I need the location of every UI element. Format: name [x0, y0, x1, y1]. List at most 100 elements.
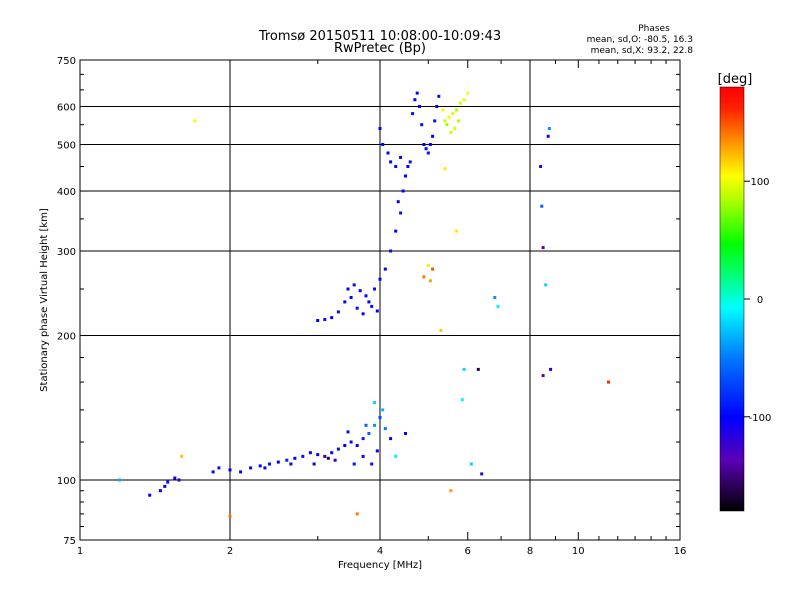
echo-point: [455, 108, 459, 112]
stats-heading: Phases: [638, 24, 670, 34]
echo-point: [493, 296, 497, 299]
echo-point: [343, 444, 347, 447]
echo-point: [312, 462, 316, 466]
echo-point: [289, 462, 293, 466]
echo-point: [148, 493, 152, 497]
y-tick-label: 100: [57, 476, 76, 487]
y-tick-label: 750: [57, 56, 76, 67]
echo-point: [166, 480, 170, 484]
echo-point: [330, 316, 334, 320]
echo-point: [361, 312, 365, 316]
echo-point: [358, 289, 362, 293]
ticks-layer: 1 2 4 6 8 10 16 75 100 200 300 400 500 600 750: [57, 56, 686, 557]
echo-point: [343, 300, 347, 304]
echo-point: [447, 115, 451, 119]
y-tick-label: 75: [63, 536, 76, 547]
echo-point: [404, 174, 407, 178]
echo-point: [364, 423, 368, 427]
colorbar: [720, 87, 744, 511]
echo-point: [381, 408, 385, 412]
echo-point: [496, 304, 500, 308]
echo-point: [437, 94, 441, 98]
echo-point: [458, 101, 462, 105]
echo-point: [276, 460, 280, 464]
echo-point: [441, 108, 445, 112]
x-tick-label: 2: [227, 546, 233, 557]
echo-point: [364, 294, 368, 298]
y-tick-label: 500: [57, 141, 76, 152]
echo-point: [547, 127, 551, 130]
echo-point: [413, 98, 417, 102]
echo-point: [383, 427, 387, 431]
echo-point: [469, 462, 473, 466]
echo-point: [544, 283, 548, 287]
echo-point: [462, 98, 466, 102]
echo-point: [228, 468, 232, 472]
x-tick-label: 10: [572, 546, 585, 557]
echo-point: [211, 470, 215, 474]
echo-point: [346, 287, 350, 291]
colorbar-ticks: 100 0 -100: [744, 177, 771, 424]
echo-point: [158, 489, 162, 493]
x-tick-label: 4: [377, 546, 383, 557]
echo-point: [361, 454, 365, 458]
echo-point: [239, 470, 243, 474]
echo-point: [389, 160, 393, 164]
echo-point: [466, 91, 470, 95]
echo-point: [462, 367, 466, 371]
echo-point: [173, 476, 177, 480]
colorbar-tick-label: 0: [757, 295, 763, 306]
y-tick-label: 400: [57, 187, 76, 198]
echo-point: [258, 464, 262, 468]
echo-point: [453, 127, 457, 130]
echo-point: [193, 119, 197, 123]
echo-point: [426, 263, 430, 267]
chart-subtitle: RwPretec (Bp): [334, 41, 426, 56]
echo-point: [361, 437, 365, 441]
echo-point: [370, 304, 374, 308]
echo-point: [404, 432, 407, 435]
echo-point: [263, 466, 267, 470]
echo-point: [451, 112, 455, 116]
echo-point: [177, 478, 181, 482]
echo-point: [326, 456, 330, 460]
echo-point: [355, 306, 359, 310]
echo-point: [349, 296, 353, 299]
echo-point: [268, 462, 271, 466]
echo-point: [435, 105, 439, 108]
echo-point: [411, 112, 415, 116]
x-axis-label: Frequency [MHz]: [338, 560, 422, 571]
echo-point: [378, 416, 382, 419]
echo-point: [457, 119, 460, 123]
echo-point: [426, 151, 430, 155]
echo-point: [308, 451, 312, 455]
echo-point: [607, 380, 610, 384]
echo-point: [383, 267, 387, 271]
echo-point: [249, 466, 253, 470]
echo-point: [401, 189, 405, 193]
x-tick-label: 6: [465, 546, 471, 557]
echo-point: [549, 367, 553, 371]
echo-point: [386, 151, 390, 155]
echo-point: [399, 211, 403, 215]
echo-point: [431, 134, 435, 138]
echo-point: [394, 165, 398, 168]
echo-point: [293, 456, 297, 460]
echo-point: [460, 398, 464, 402]
x-tick-label: 8: [527, 546, 533, 557]
echo-point: [163, 484, 167, 488]
echo-point: [439, 328, 443, 332]
echo-point: [336, 310, 340, 314]
echo-point: [373, 287, 376, 291]
echo-point: [424, 147, 428, 151]
echo-point: [431, 267, 435, 271]
echo-point: [323, 454, 327, 458]
echo-point: [323, 318, 327, 321]
echo-point: [301, 454, 305, 458]
echo-point: [389, 249, 393, 253]
echo-point: [394, 229, 398, 233]
colorbar-tick-label: -100: [749, 413, 772, 424]
echo-point: [445, 123, 449, 127]
echo-point: [480, 472, 484, 476]
